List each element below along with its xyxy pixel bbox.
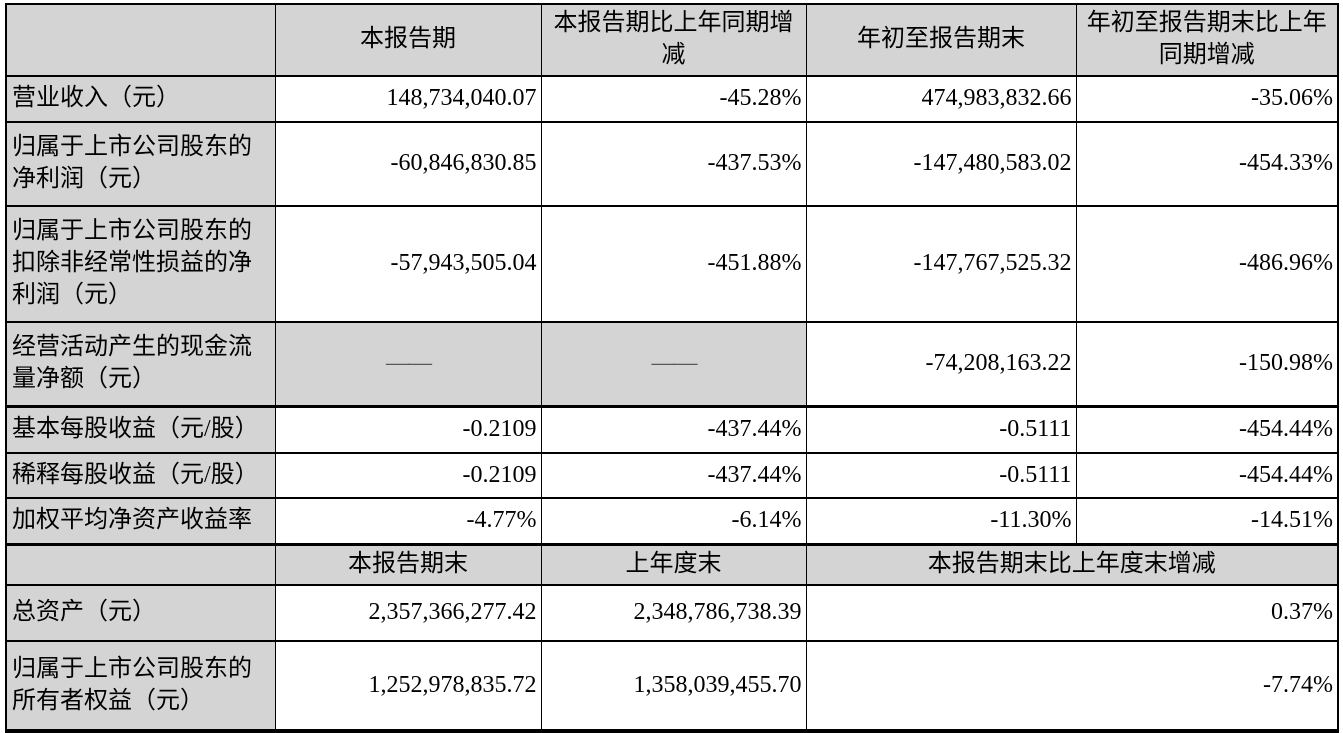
row-equity-attributable-to-shareholders: 归属于上市公司股东的 所有者权益（元） 1,252,978,835.72 1,3… (5, 640, 1339, 733)
value-cell: -35.06% (1075, 75, 1339, 123)
value-cell: -7.74% (805, 640, 1339, 733)
header-cell-report-period-end: 本报告期末 (274, 543, 542, 586)
value-cell: 474,983,832.66 (805, 75, 1077, 123)
value-cell: -454.33% (1075, 121, 1339, 207)
value-cell: -454.44% (1075, 405, 1339, 454)
row-label: 营业收入（元） (5, 75, 276, 123)
row-label: 经营活动产生的现金流 量净额（元） (5, 321, 276, 408)
value-cell: 2,348,786,738.39 (540, 584, 807, 642)
value-cell: 1,252,978,835.72 (274, 640, 542, 733)
header-row-periods: 本报告期 本报告期比上年同期增 减 年初至报告期末 年初至报告期末比上年 同期增… (5, 3, 1339, 77)
value-cell: -6.14% (540, 497, 807, 546)
value-cell: -45.28% (540, 75, 807, 123)
header-row-period-end: 本报告期末 上年度末 本报告期末比上年度末增减 (5, 543, 1339, 586)
row-net-profit-deducting-nonrecurring: 归属于上市公司股东的 扣除非经常性损益的净 利润（元） -57,943,505.… (5, 205, 1339, 323)
dash-cell: —— (274, 321, 542, 408)
value-cell: -74,208,163.22 (805, 321, 1077, 408)
value-cell: -14.51% (1075, 497, 1339, 546)
row-label: 归属于上市公司股东的 扣除非经常性损益的净 利润（元） (5, 205, 276, 323)
row-label: 总资产（元） (5, 584, 276, 642)
value-cell: -454.44% (1075, 452, 1339, 499)
value-cell: 1,358,039,455.70 (540, 640, 807, 733)
header-cell-change-vs-prior-year-end: 本报告期末比上年度末增减 (805, 543, 1339, 586)
value-cell: -0.2109 (274, 405, 542, 454)
value-cell: -4.77% (274, 497, 542, 546)
row-net-profit: 归属于上市公司股东的 净利润（元） -60,846,830.85 -437.53… (5, 121, 1339, 207)
value-cell: 0.37% (805, 584, 1339, 642)
value-cell: -0.2109 (274, 452, 542, 499)
row-total-assets: 总资产（元） 2,357,366,277.42 2,348,786,738.39… (5, 584, 1339, 642)
dash-cell: —— (540, 321, 807, 408)
row-operating-cash-flow: 经营活动产生的现金流 量净额（元） —— —— -74,208,163.22 -… (5, 321, 1339, 408)
value-cell: -147,480,583.02 (805, 121, 1077, 207)
row-weighted-average-roe: 加权平均净资产收益率 -4.77% -6.14% -11.30% -14.51% (5, 497, 1339, 546)
value-cell: -57,943,505.04 (274, 205, 542, 323)
value-cell: -437.44% (540, 452, 807, 499)
header-cell-blank (5, 3, 276, 77)
value-cell: -0.5111 (805, 452, 1077, 499)
value-cell: -150.98% (1075, 321, 1339, 408)
value-cell: -486.96% (1075, 205, 1339, 323)
value-cell: -147,767,525.32 (805, 205, 1077, 323)
row-revenue: 营业收入（元） 148,734,040.07 -45.28% 474,983,8… (5, 75, 1339, 123)
row-label: 归属于上市公司股东的 净利润（元） (5, 121, 276, 207)
value-cell: -437.53% (540, 121, 807, 207)
header-cell-ytd: 年初至报告期末 (805, 3, 1077, 77)
value-cell: -437.44% (540, 405, 807, 454)
row-label: 稀释每股收益（元/股） (5, 452, 276, 499)
value-cell: -0.5111 (805, 405, 1077, 454)
row-label: 加权平均净资产收益率 (5, 497, 276, 546)
value-cell: 2,357,366,277.42 (274, 584, 542, 642)
header-cell-current-period: 本报告期 (274, 3, 542, 77)
header-cell-current-period-yoy-change: 本报告期比上年同期增 减 (540, 3, 807, 77)
row-basic-eps: 基本每股收益（元/股） -0.2109 -437.44% -0.5111 -45… (5, 405, 1339, 454)
header-cell-blank (5, 543, 276, 586)
row-label: 归属于上市公司股东的 所有者权益（元） (5, 640, 276, 733)
row-diluted-eps: 稀释每股收益（元/股） -0.2109 -437.44% -0.5111 -45… (5, 452, 1339, 499)
financial-summary-table: 本报告期 本报告期比上年同期增 减 年初至报告期末 年初至报告期末比上年 同期增… (5, 3, 1339, 733)
row-label: 基本每股收益（元/股） (5, 405, 276, 454)
header-cell-prior-year-end: 上年度末 (540, 543, 807, 586)
value-cell: -60,846,830.85 (274, 121, 542, 207)
value-cell: 148,734,040.07 (274, 75, 542, 123)
value-cell: -11.30% (805, 497, 1077, 546)
value-cell: -451.88% (540, 205, 807, 323)
header-cell-ytd-yoy-change: 年初至报告期末比上年 同期增减 (1075, 3, 1339, 77)
